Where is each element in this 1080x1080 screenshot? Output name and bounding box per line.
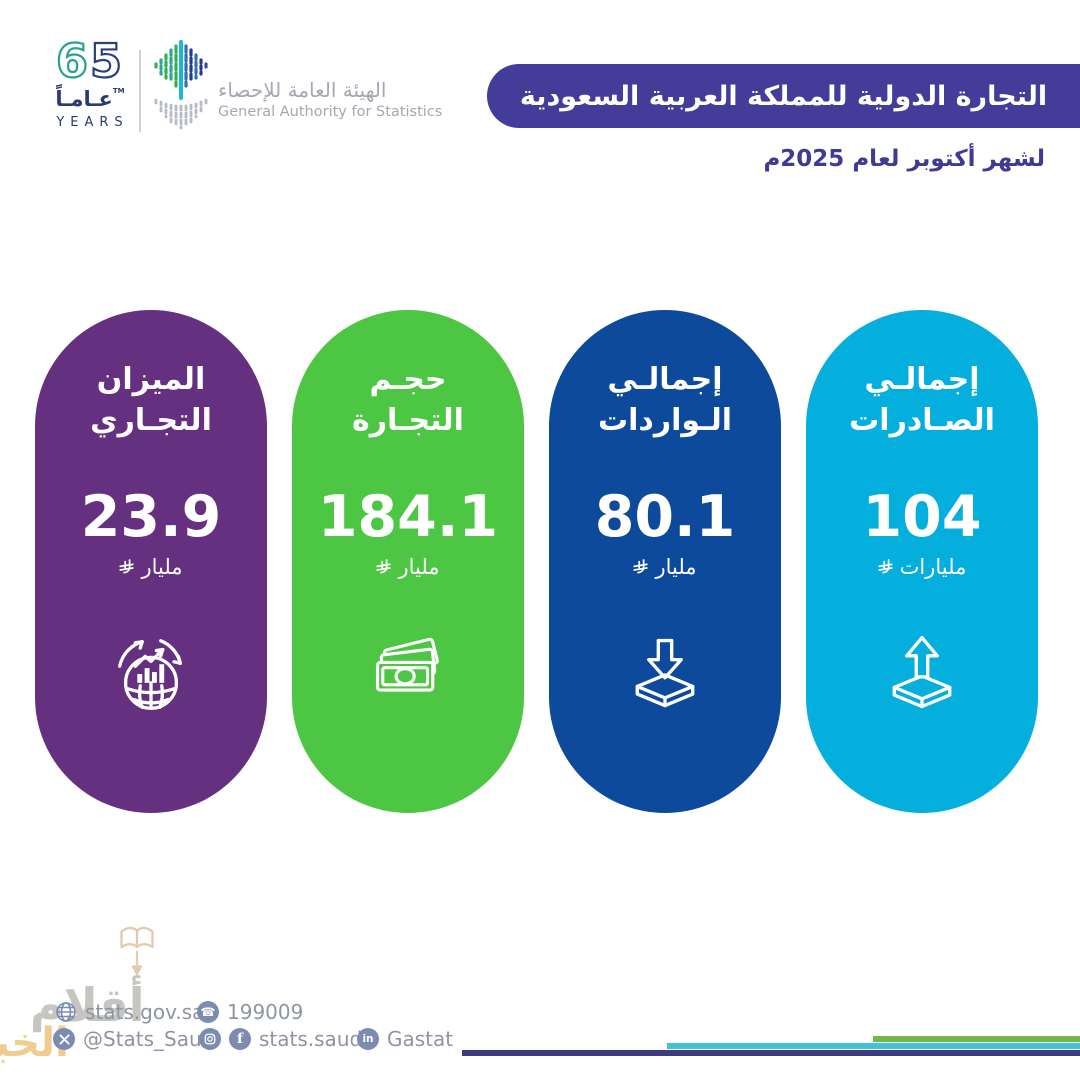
header-banner: التجارة الدولية للمملكة العربية السعودية [487, 64, 1080, 128]
website-link[interactable]: stats.gov.sa [55, 1000, 204, 1024]
phone-contact[interactable]: ☎ 199009 [197, 1000, 303, 1024]
saudi-riyal-icon [878, 558, 893, 573]
page-title: التجارة الدولية للمملكة العربية السعودية [519, 80, 1048, 112]
linkedin-link[interactable]: in Gastat [357, 1027, 453, 1051]
instagram-icon [199, 1028, 221, 1050]
banknotes-icon [375, 637, 439, 692]
globe-icon [56, 1002, 76, 1022]
anniversary-logo: 65 TMعـامـاً YEARS [44, 34, 136, 130]
press-watermark: أقلام الخبر [0, 918, 230, 1080]
x-twitter-link[interactable]: @Stats_Saudi [53, 1027, 220, 1051]
saudi-riyal-icon [119, 558, 135, 573]
indigo-stripe [462, 1050, 1080, 1056]
report-period: لشهر أكتوبر لعام 2025م [763, 146, 1045, 172]
card-total-imports: إجمالـي الـواردات 80.1 مليار [549, 310, 781, 813]
card-value: 23.9 [80, 484, 222, 550]
card-trade-balance: الميزان التجـاري 23.9 مليار [35, 310, 267, 813]
cyan-stripe [667, 1043, 1080, 1049]
export-box-icon [892, 636, 952, 709]
card-value: 184.1 [317, 484, 499, 550]
saudi-riyal-icon [376, 558, 392, 573]
org-name-arabic: الهيئة العامة للإحصاء [218, 78, 387, 102]
anniversary-arabic: TMعـامـاً [55, 87, 125, 111]
anniversary-65: 65 [55, 34, 125, 88]
card-value: 80.1 [594, 484, 736, 550]
saudi-riyal-icon [633, 558, 649, 573]
card-unit: مليارات [878, 555, 966, 579]
green-stripe [873, 1036, 1080, 1042]
facebook-icon: f [229, 1028, 251, 1050]
instagram-facebook-link[interactable]: f stats.saudi [199, 1027, 368, 1051]
linkedin-icon: in [357, 1028, 379, 1050]
card-unit: مليار [376, 555, 440, 579]
card-title: حجـم التجـارة [352, 362, 464, 438]
import-box-icon [635, 638, 695, 708]
gastat-logo-icon [154, 40, 208, 130]
card-title: إجمالـي الـواردات [598, 362, 732, 438]
card-unit: مليار [633, 555, 697, 579]
card-unit: مليار [119, 555, 183, 579]
anniversary-years-label: YEARS [56, 115, 129, 130]
card-total-exports: إجمالـي الصـادرات 104 مليارات [806, 310, 1038, 813]
card-trade-volume: حجـم التجـارة 184.1 مليار [292, 310, 524, 813]
card-title: إجمالـي الصـادرات [849, 362, 995, 438]
stat-cards-row: الميزان التجـاري 23.9 مليار [35, 310, 1038, 813]
card-value: 104 [862, 484, 982, 550]
globe-trade-balance-icon [118, 639, 182, 710]
x-twitter-icon [53, 1028, 75, 1050]
org-name-english: General Authority for Statistics [218, 104, 443, 120]
book-pen-watermark-icon [120, 926, 154, 976]
phone-icon: ☎ [197, 1001, 219, 1023]
logo-divider [139, 50, 141, 132]
card-title: الميزان التجـاري [90, 362, 212, 438]
